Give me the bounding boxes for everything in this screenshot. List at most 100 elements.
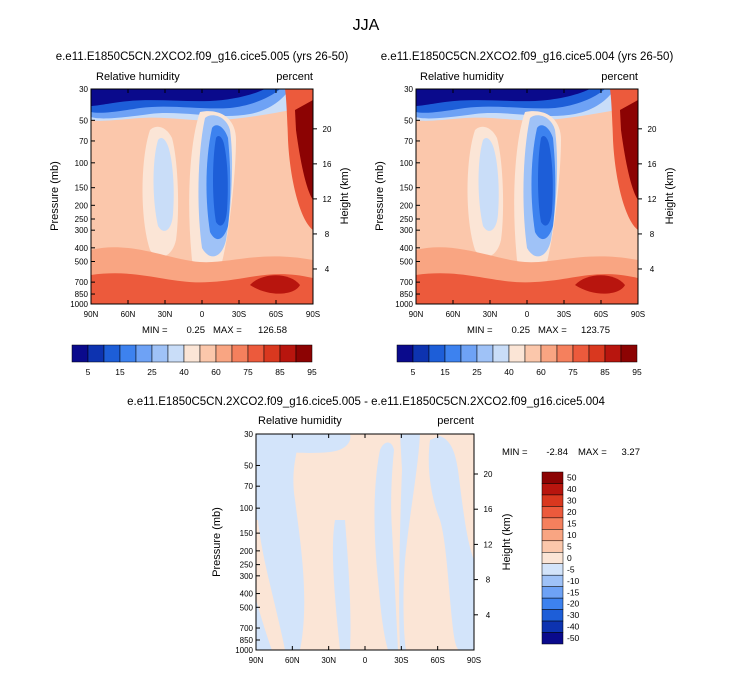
y-tick-label: 100 <box>75 159 89 168</box>
y-tick-label: 150 <box>240 529 254 538</box>
x-tick-label: 30N <box>158 310 173 319</box>
y2-tick-label: 16 <box>484 505 493 514</box>
colorbar-box <box>412 344 430 363</box>
y2-tick-label: 12 <box>484 540 493 549</box>
y-tick-label: 500 <box>400 258 414 267</box>
colorbar-label: -15 <box>567 587 580 597</box>
colorbar-box <box>541 586 564 599</box>
colorbar-label: 20 <box>567 507 577 517</box>
stratosphere-dry <box>91 89 265 106</box>
colorbar-label: 85 <box>275 367 285 377</box>
x-tick-label: 60S <box>594 310 608 319</box>
field-contours <box>416 89 638 304</box>
y-tick-label: 400 <box>240 590 254 599</box>
x-tick-label: 0 <box>363 656 368 665</box>
colorbar: 5 15 25 40 60 75 85 95 <box>71 344 317 377</box>
colorbar-label: 25 <box>147 367 157 377</box>
colorbar-box <box>87 344 105 363</box>
y-tick-label: 200 <box>75 201 89 210</box>
colorbar-box <box>460 344 478 363</box>
colorbar-box <box>231 344 249 363</box>
y-tick-label: 200 <box>400 201 414 210</box>
panel-model-005: e.e11.E1850C5CN.2XCO2.f09_g16.cice5.005 … <box>49 51 351 377</box>
colorbar-box <box>541 597 564 610</box>
colorbar-label: 10 <box>567 530 577 540</box>
y-tick-label: 70 <box>79 137 88 146</box>
y2-tick-label: 20 <box>484 470 493 479</box>
colorbar-box <box>541 540 564 553</box>
colorbar-label: 95 <box>307 367 317 377</box>
tropics-dry-core <box>213 136 228 226</box>
variable-label: Relative humidity <box>420 71 504 83</box>
y-tick-label: 1000 <box>235 646 253 655</box>
y-tick-label: 30 <box>79 85 88 94</box>
y-tick-label: 850 <box>75 290 89 299</box>
colorbar-label: -50 <box>567 633 580 643</box>
stratosphere-dry <box>416 89 590 106</box>
colorbar-box <box>541 632 564 645</box>
y2-tick-label: 8 <box>486 576 491 585</box>
x-tick-label: 60S <box>431 656 445 665</box>
y-tick-label: 500 <box>240 603 254 612</box>
panel-title: e.e11.E1850C5CN.2XCO2.f09_g16.cice5.004 … <box>381 51 674 63</box>
units-label: percent <box>601 71 638 83</box>
colorbar-label: 5 <box>86 367 91 377</box>
tropics-dry-core <box>538 136 553 226</box>
x-tick-label: 60S <box>269 310 283 319</box>
neg-region-6 <box>256 600 272 650</box>
colorbar-box <box>183 344 201 363</box>
x-tick-group: 90N 60N 30N 0 30S 60S 90S <box>409 89 645 319</box>
antarctic-max <box>295 100 313 200</box>
y-tick-label: 1000 <box>395 300 413 309</box>
x-tick-label: 90N <box>249 656 264 665</box>
colorbar-box <box>541 563 564 576</box>
y-tick-label: 300 <box>240 572 254 581</box>
colorbar-box <box>541 609 564 622</box>
y-tick-label: 70 <box>244 482 253 491</box>
colorbar-label: 75 <box>568 367 578 377</box>
y2-tick-group: 20 16 12 8 4 <box>313 125 332 274</box>
x-tick-label: 0 <box>525 310 530 319</box>
colorbar-box <box>295 344 313 363</box>
units-label: percent <box>437 415 474 427</box>
y-tick-label: 50 <box>404 116 413 125</box>
figure-title: JJA <box>353 17 380 34</box>
variable-label: Relative humidity <box>258 415 342 427</box>
min-value: -2.84 <box>546 447 568 458</box>
y-tick-label: 250 <box>400 215 414 224</box>
colorbar-box <box>541 517 564 530</box>
neg-region-top <box>256 434 351 453</box>
colorbar-box <box>620 344 638 363</box>
min-label: MIN = <box>502 447 528 458</box>
nh-subtropic-dry <box>153 138 174 231</box>
colorbar-box <box>167 344 185 363</box>
y2-tick-label: 20 <box>648 125 657 134</box>
y-tick-label: 30 <box>244 430 253 439</box>
colorbar-box <box>541 574 564 587</box>
colorbar-box <box>588 344 606 363</box>
min-value: 0.25 <box>512 325 531 336</box>
colorbar-box <box>540 344 558 363</box>
y2-tick-label: 20 <box>323 125 332 134</box>
max-label: MAX = <box>213 325 242 336</box>
y2-tick-group: 20 16 12 8 4 <box>474 470 493 620</box>
panel-model-004: e.e11.E1850C5CN.2XCO2.f09_g16.cice5.004 … <box>374 51 676 377</box>
y-tick-label: 250 <box>75 215 89 224</box>
y-tick-label: 30 <box>404 85 413 94</box>
colorbar-label: 15 <box>567 518 577 528</box>
panel-difference: e.e11.E1850C5CN.2XCO2.f09_g16.cice5.005 … <box>127 396 640 665</box>
colorbar-box <box>247 344 265 363</box>
panel-title: e.e11.E1850C5CN.2XCO2.f09_g16.cice5.005 … <box>127 396 605 408</box>
y-tick-label: 100 <box>400 159 414 168</box>
x-tick-label: 60N <box>446 310 461 319</box>
field-contours <box>91 89 313 304</box>
field-contours <box>256 434 474 650</box>
x-tick-label: 90S <box>306 310 320 319</box>
x-tick-label: 90S <box>467 656 481 665</box>
colorbar-label: 60 <box>211 367 221 377</box>
y-tick-label: 1000 <box>70 300 88 309</box>
